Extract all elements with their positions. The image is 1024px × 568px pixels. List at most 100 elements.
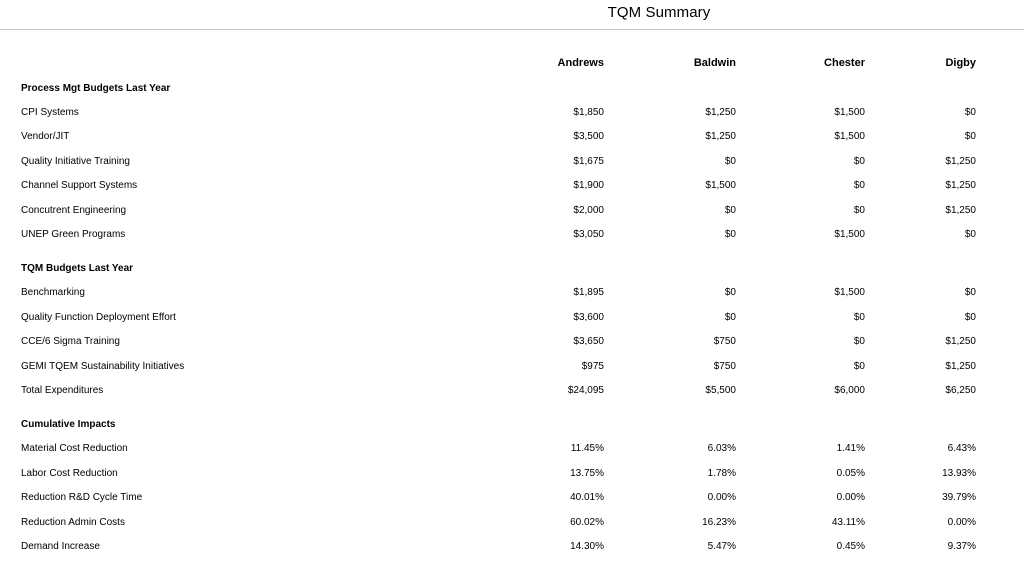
cell-baldwin: $0 xyxy=(724,312,736,323)
cell-chester: 0.45% xyxy=(836,541,865,552)
cell-digby: $0 xyxy=(964,287,976,298)
table-row: GEMI TQEM Sustainability Initiatives $975… xyxy=(0,361,1024,375)
row-label: GEMI TQEM Sustainability Initiatives xyxy=(21,361,185,372)
cell-digby: 6.43% xyxy=(947,443,976,454)
table-row: Vendor/JIT $3,500 $1,250 $1,500 $0 xyxy=(0,131,1024,145)
cell-andrews: 13.75% xyxy=(570,468,604,479)
row-label: Total Expenditures xyxy=(21,385,104,396)
cell-digby: $1,250 xyxy=(945,180,976,191)
cell-andrews: $1,850 xyxy=(573,107,604,118)
cell-digby: $0 xyxy=(964,107,976,118)
row-label: Reduction Admin Costs xyxy=(21,517,125,528)
section-heading-label: TQM Budgets Last Year xyxy=(21,263,134,274)
cell-andrews: 40.01% xyxy=(570,492,604,503)
table-row: Reduction R&D Cycle Time 40.01% 0.00% 0.00%… xyxy=(0,492,1024,506)
cell-chester: $1,500 xyxy=(834,229,865,240)
cell-baldwin: $750 xyxy=(713,336,736,347)
cell-digby: $1,250 xyxy=(945,205,976,216)
cell-chester: 0.05% xyxy=(836,468,865,479)
cell-andrews: $2,000 xyxy=(573,205,604,216)
cell-baldwin: $5,500 xyxy=(705,385,736,396)
cell-digby: $0 xyxy=(964,229,976,240)
cell-digby: 0.00% xyxy=(947,517,976,528)
cell-chester: $1,500 xyxy=(834,287,865,298)
cell-andrews: $975 xyxy=(581,361,604,372)
cell-chester: $0 xyxy=(853,156,865,167)
cell-baldwin: 5.47% xyxy=(707,541,736,552)
cell-baldwin: 0.00% xyxy=(707,492,736,503)
cell-andrews: $24,095 xyxy=(567,385,604,396)
column-header-digby: Digby xyxy=(945,57,976,69)
header-divider xyxy=(0,29,1024,30)
cell-baldwin: $0 xyxy=(724,229,736,240)
row-label: CPI Systems xyxy=(21,107,79,118)
row-label: Vendor/JIT xyxy=(21,131,70,142)
section-heading-label: Cumulative Impacts xyxy=(21,419,116,430)
cell-baldwin: $1,500 xyxy=(705,180,736,191)
cell-chester: $0 xyxy=(853,336,865,347)
report-header: TQM Summary xyxy=(0,0,1024,31)
table-row: UNEP Green Programs $3,050 $0 $1,500 $0 xyxy=(0,229,1024,243)
table-row: Reduction Admin Costs 60.02% 16.23% 43.11% 0… xyxy=(0,517,1024,531)
table-row: Channel Support Systems $1,900 $1,500 $0 $1,… xyxy=(0,180,1024,194)
row-label: Labor Cost Reduction xyxy=(21,468,118,479)
column-header-chester: Chester xyxy=(824,57,865,69)
table-row: CPI Systems $1,850 $1,250 $1,500 $0 xyxy=(0,107,1024,121)
column-header-baldwin: Baldwin xyxy=(693,57,736,69)
cell-digby: $0 xyxy=(964,131,976,142)
cell-digby: 13.93% xyxy=(942,468,976,479)
row-label: Quality Initiative Training xyxy=(21,156,130,167)
cell-digby: 9.37% xyxy=(947,541,976,552)
cell-andrews: $1,895 xyxy=(573,287,604,298)
cell-andrews: $3,500 xyxy=(573,131,604,142)
row-label: Concutrent Engineering xyxy=(21,205,127,216)
cell-chester: $0 xyxy=(853,312,865,323)
page-title: TQM Summary xyxy=(607,4,711,21)
cell-baldwin: 1.78% xyxy=(707,468,736,479)
cell-andrews: $3,650 xyxy=(573,336,604,347)
table-row: Concutrent Engineering $2,000 $0 $0 $1,250 xyxy=(0,205,1024,219)
cell-baldwin: $0 xyxy=(724,156,736,167)
table-row: Quality Function Deployment Effort $3,600… xyxy=(0,312,1024,326)
cell-baldwin: $1,250 xyxy=(705,107,736,118)
cell-andrews: 11.45% xyxy=(570,443,604,454)
column-header-andrews: Andrews xyxy=(557,57,604,69)
cell-chester: 43.11% xyxy=(831,517,865,528)
cell-baldwin: $750 xyxy=(713,361,736,372)
cell-chester: $0 xyxy=(853,361,865,372)
row-label: UNEP Green Programs xyxy=(21,229,126,240)
table-row: Benchmarking $1,895 $0 $1,500 $0 xyxy=(0,287,1024,301)
cell-baldwin: $0 xyxy=(724,205,736,216)
cell-chester: $0 xyxy=(853,180,865,191)
cell-andrews: $1,900 xyxy=(573,180,604,191)
cell-digby: $1,250 xyxy=(945,336,976,347)
cell-andrews: 60.02% xyxy=(570,517,604,528)
cell-chester: $1,500 xyxy=(834,107,865,118)
row-label: CCE/6 Sigma Training xyxy=(21,336,120,347)
cell-andrews: $3,050 xyxy=(573,229,604,240)
section-heading: Process Mgt Budgets Last Year xyxy=(0,83,1024,97)
cell-digby: 39.79% xyxy=(942,492,976,503)
cell-digby: $1,250 xyxy=(945,361,976,372)
row-label: Reduction R&D Cycle Time xyxy=(21,492,143,503)
table-row: Quality Initiative Training $1,675 $0 $0 $1,… xyxy=(0,156,1024,170)
cell-chester: 0.00% xyxy=(836,492,865,503)
section-heading: TQM Budgets Last Year xyxy=(0,263,1024,277)
table-row: Demand Increase 14.30% 5.47% 0.45% 9.37% xyxy=(0,541,1024,555)
table-row: CCE/6 Sigma Training $3,650 $750 $0 $1,250 xyxy=(0,336,1024,350)
table-row: Material Cost Reduction 11.45% 6.03% 1.41% 6… xyxy=(0,443,1024,457)
cell-chester: $1,500 xyxy=(834,131,865,142)
row-label: Benchmarking xyxy=(21,287,85,298)
cell-digby: $1,250 xyxy=(945,156,976,167)
section-heading: Cumulative Impacts xyxy=(0,419,1024,433)
cell-chester: 1.41% xyxy=(836,443,865,454)
cell-baldwin: $1,250 xyxy=(705,131,736,142)
cell-baldwin: 16.23% xyxy=(702,517,736,528)
cell-andrews: $1,675 xyxy=(573,156,604,167)
row-label: Quality Function Deployment Effort xyxy=(21,312,176,323)
cell-chester: $6,000 xyxy=(834,385,865,396)
row-label: Material Cost Reduction xyxy=(21,443,128,454)
cell-andrews: $3,600 xyxy=(573,312,604,323)
cell-digby: $6,250 xyxy=(945,385,976,396)
row-label: Channel Support Systems xyxy=(21,180,138,191)
